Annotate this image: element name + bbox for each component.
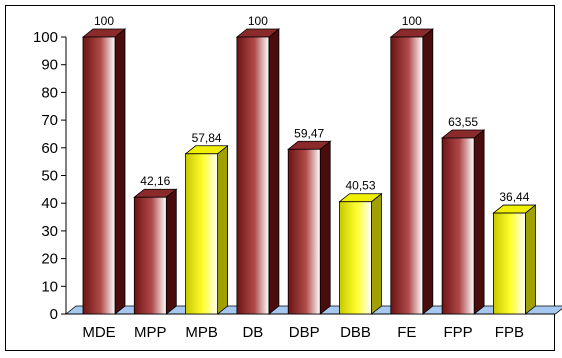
data-label: 100 [94,14,114,28]
bar-front [185,153,219,315]
x-category-label: FE [397,324,416,341]
bar-mpp [133,188,178,315]
x-category-label: DB [242,324,263,341]
y-tick-label: 50 [41,168,58,185]
x-category-label: DBP [289,324,320,341]
bar-side [114,28,126,315]
data-label: 63,55 [448,115,478,129]
bar-fe [389,28,434,315]
bar-mpb [184,144,229,315]
bar-front [82,36,116,315]
bar-front [441,137,475,315]
x-category-label: MPB [185,324,218,341]
y-tick-label: 0 [50,306,58,323]
y-tick-label: 20 [41,251,58,268]
data-labels: 100 42,16 57,84 100 59,47 40,53 100 63,55 36,44 [94,14,530,204]
y-tick-label: 30 [41,223,58,240]
y-tick-label: 40 [41,195,58,212]
y-tick-label: 70 [41,112,58,129]
bar-fpb [492,204,537,315]
bar-dbb [338,192,383,315]
data-label: 40,53 [345,179,375,193]
bar-front [339,201,372,315]
data-label: 36,44 [499,190,529,204]
bar-side [525,204,536,315]
bar-front [287,148,321,315]
bar-side [217,144,229,315]
category-labels: MDE MPP MPB DB DBP DBB FE FPP FPB [82,324,524,341]
x-category-label: FPB [495,324,524,341]
bar-side [319,140,331,315]
bar-side [371,192,382,315]
bar-side [165,188,177,315]
bar-front [390,36,424,315]
data-label: 100 [248,14,268,28]
bar-mde [81,28,127,315]
y-tick-label: 90 [41,57,58,74]
y-tick-label: 60 [41,140,58,157]
bar-side [473,129,485,315]
x-category-label: DBB [340,324,371,341]
bar-side [268,28,280,315]
x-category-label: FPP [444,324,473,341]
bar-db [235,28,281,315]
data-label: 59,47 [294,126,324,140]
bar-fpp [440,129,486,315]
bar-front [133,196,167,315]
y-tick-label: 80 [41,84,58,101]
bar-dbp [287,140,332,315]
data-label: 42,16 [140,174,170,188]
data-label: 57,84 [192,131,222,145]
bar-front [236,36,270,315]
y-tick-label: 10 [41,278,58,295]
x-category-label: MDE [82,324,115,341]
bar-side [422,28,434,315]
bars [81,28,537,315]
data-label: 100 [402,14,422,28]
x-category-label: MPP [134,324,167,341]
y-tick-label: 100 [33,29,58,46]
bar-front [492,212,526,315]
